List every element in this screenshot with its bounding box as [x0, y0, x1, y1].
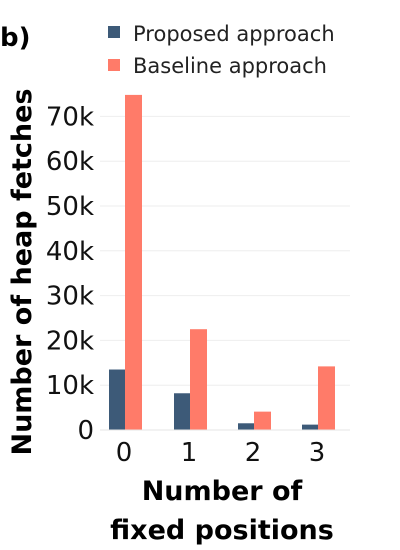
y-tick-label: 30k — [46, 282, 94, 312]
y-tick-label: 50k — [46, 192, 94, 222]
bar-proposed-2 — [238, 423, 255, 430]
y-axis-title: Number of heap fetches — [7, 88, 38, 455]
legend-swatch-baseline — [108, 59, 120, 71]
bar-proposed-3 — [302, 424, 319, 430]
x-axis-title-line-2: fixed positions — [110, 515, 334, 546]
y-tick-label: 20k — [46, 326, 94, 356]
bar-proposed-0 — [109, 369, 126, 430]
x-tick-labels: 0 1 2 3 — [116, 438, 326, 468]
y-tick-label: 60k — [46, 147, 94, 177]
x-tick-label: 3 — [309, 438, 326, 468]
y-tick-label: 0 — [77, 416, 94, 446]
y-tick-label: 70k — [46, 102, 94, 132]
x-axis-title-line-1: Number of — [142, 476, 303, 507]
bars — [109, 94, 335, 431]
bar-baseline-0 — [125, 94, 142, 431]
y-tick-labels: 0 10k 20k 30k 40k 50k 60k 70k — [46, 102, 94, 446]
y-tick-label: 40k — [46, 237, 94, 267]
x-tick-label: 1 — [181, 438, 198, 468]
x-tick-label: 0 — [116, 438, 133, 468]
bar-proposed-1 — [174, 393, 191, 430]
legend-swatch-proposed — [108, 26, 120, 38]
bar-baseline-3 — [318, 366, 335, 430]
legend: Proposed approach Baseline approach — [108, 22, 335, 78]
panel-label: b) — [0, 23, 31, 53]
x-tick-label: 2 — [245, 438, 262, 468]
bar-baseline-2 — [254, 411, 271, 430]
y-tick-label: 10k — [46, 371, 94, 401]
bar-baseline-1 — [190, 329, 207, 430]
legend-label-proposed: Proposed approach — [133, 22, 335, 46]
legend-label-baseline: Baseline approach — [133, 54, 327, 78]
